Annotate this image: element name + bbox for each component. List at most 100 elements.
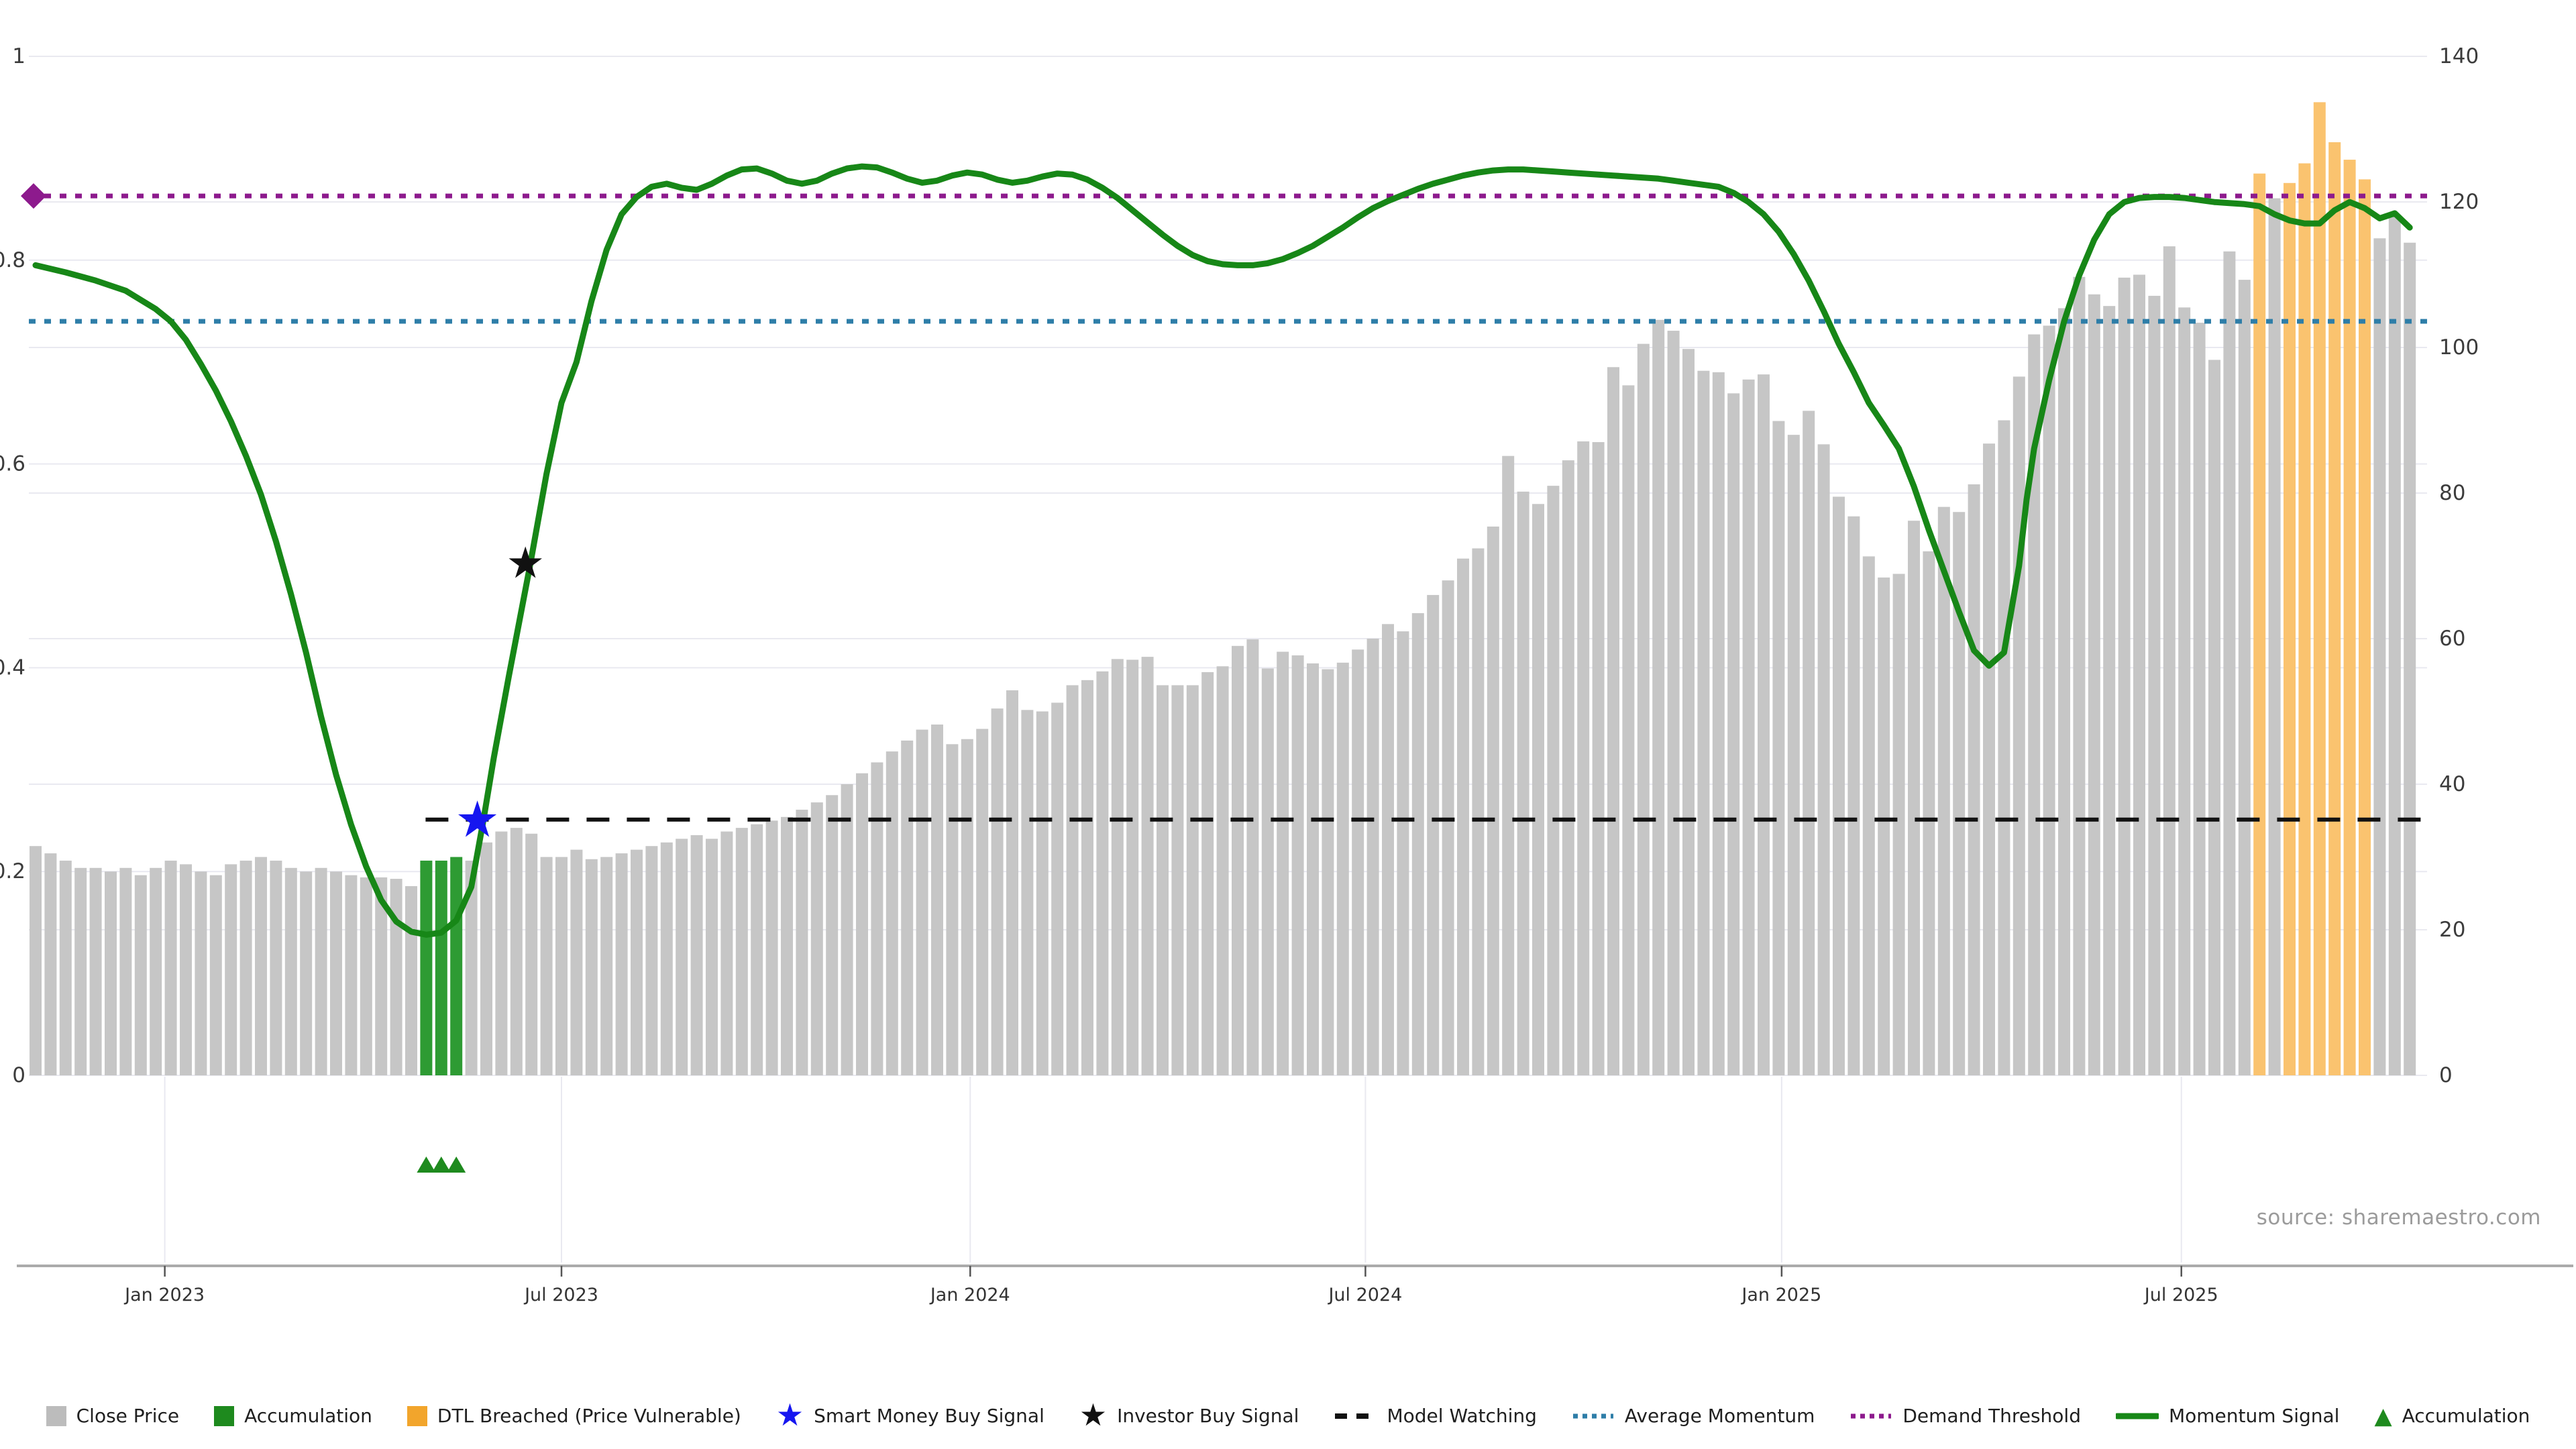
accumulation-bar — [450, 857, 463, 1075]
close-price-bar — [2088, 294, 2100, 1075]
close-price-bar — [89, 867, 102, 1075]
close-price-bar — [2193, 323, 2206, 1075]
dtl-breached-bar — [2328, 142, 2341, 1075]
close-price-bar — [1878, 577, 1890, 1075]
x-axis-tick-label: Jan 2025 — [1740, 1285, 1821, 1305]
legend-item: Model Watching — [1334, 1405, 1537, 1427]
right-axis-tick-label: 120 — [2439, 190, 2479, 214]
close-price-bar — [1126, 659, 1139, 1075]
right-axis-tick-label: 60 — [2439, 627, 2465, 651]
close-price-bar — [1502, 455, 1515, 1075]
close-price-bar — [901, 740, 914, 1075]
close-price-bar — [119, 867, 132, 1075]
close-price-bar — [195, 871, 207, 1075]
x-axis-tick-label: Jul 2024 — [1327, 1285, 1402, 1305]
close-price-bar — [946, 744, 959, 1075]
close-price-bar — [2148, 295, 2161, 1076]
investor-buy-star-icon: ★ — [1079, 1396, 1108, 1433]
close-price-bar — [1427, 594, 1440, 1075]
close-price-bar — [1336, 662, 1349, 1075]
close-price-bar — [1411, 613, 1424, 1075]
solid-line-icon — [2115, 1413, 2159, 1419]
close-price-bar — [105, 871, 117, 1075]
close-price-bar — [1622, 385, 1635, 1076]
investor-buy-signal-star — [508, 546, 542, 578]
legend-item: Momentum Signal — [2115, 1405, 2339, 1427]
right-axis-tick-label: 80 — [2439, 481, 2465, 505]
close-price-bar — [1727, 393, 1740, 1075]
close-price-bar — [1352, 649, 1364, 1075]
legend-item: Average Momentum — [1572, 1405, 1815, 1427]
legend-item-label: Close Price — [76, 1405, 180, 1427]
close-price-bar — [1457, 558, 1469, 1075]
legend-item-label: Model Watching — [1387, 1405, 1537, 1427]
close-price-bar — [1923, 551, 1935, 1075]
legend-square-swatch — [407, 1405, 427, 1426]
close-price-bar — [1937, 506, 1950, 1075]
close-price-bar — [270, 860, 282, 1075]
close-price-bar — [1111, 659, 1124, 1075]
close-price-bar — [44, 853, 57, 1075]
accumulation-marker-triangle — [447, 1157, 466, 1173]
close-price-bar — [1232, 645, 1244, 1075]
close-price-bar — [2133, 274, 2145, 1075]
close-price-bar — [961, 739, 973, 1075]
close-price-bar — [1246, 639, 1259, 1075]
close-price-bar — [2058, 308, 2070, 1075]
close-price-bar — [1833, 496, 1845, 1075]
close-price-bar — [2103, 306, 2116, 1075]
close-price-bar — [495, 831, 508, 1075]
close-price-bar — [2028, 334, 2041, 1076]
dtl-breached-bar — [2253, 173, 2266, 1075]
close-price-bar — [1277, 651, 1289, 1075]
close-price-bar — [360, 877, 372, 1075]
x-axis-tick-label: Jul 2025 — [2143, 1285, 2218, 1305]
close-price-bar — [1862, 556, 1875, 1075]
accumulation-marker-triangle — [431, 1157, 451, 1173]
close-price-bar — [1291, 655, 1304, 1075]
close-price-bar — [1036, 711, 1049, 1075]
dtl-breached-bar — [2284, 182, 2296, 1075]
close-price-bar — [1697, 370, 1710, 1075]
close-price-bar — [1141, 657, 1154, 1075]
right-axis-tick-label: 40 — [2439, 772, 2465, 796]
close-price-bar — [1307, 663, 1319, 1075]
accumulation-triangle-icon: ▲ — [2374, 1402, 2392, 1430]
close-price-bar — [871, 762, 883, 1075]
close-price-bar — [1517, 491, 1529, 1075]
right-axis-tick-label: 140 — [2439, 44, 2479, 68]
close-price-bar — [1847, 516, 1860, 1075]
close-price-bar — [300, 871, 313, 1075]
close-price-bar — [2404, 242, 2416, 1075]
close-price-bar — [1758, 374, 1770, 1075]
close-price-bar — [1607, 367, 1619, 1076]
close-price-bar — [1442, 580, 1454, 1075]
momentum-signal-line — [32, 163, 2413, 938]
close-price-bar — [810, 802, 823, 1075]
dotted-line-icon — [1572, 1413, 1613, 1418]
close-price-bar — [1562, 460, 1574, 1075]
close-price-bar — [555, 857, 568, 1075]
close-price-bar — [375, 877, 388, 1075]
close-price-bar — [765, 820, 778, 1075]
close-price-bar — [465, 860, 478, 1075]
dashed-line-icon — [1335, 1413, 1376, 1419]
demand-threshold-diamond — [21, 183, 46, 209]
close-price-bar — [315, 867, 327, 1075]
close-price-bar — [916, 729, 928, 1075]
x-axis-tick-label: Jul 2023 — [523, 1285, 598, 1305]
close-price-bar — [615, 853, 628, 1075]
close-price-bar — [1366, 639, 1379, 1075]
close-price-bar — [1382, 624, 1394, 1075]
close-price-bar — [720, 831, 733, 1075]
legend-item: ★ Investor Buy Signal — [1079, 1396, 1299, 1433]
legend-item: DTL Breached (Price Vulnerable) — [407, 1405, 741, 1427]
dotted-line-icon — [1851, 1413, 1892, 1418]
close-price-bar — [134, 875, 147, 1075]
legend-item-label: Average Momentum — [1624, 1405, 1815, 1427]
close-price-bar — [284, 867, 297, 1075]
left-axis-tick-label: 0.4 — [0, 655, 25, 680]
close-price-bar — [1487, 526, 1499, 1075]
close-price-bar — [180, 864, 192, 1075]
dtl-breached-bar — [2343, 160, 2356, 1075]
